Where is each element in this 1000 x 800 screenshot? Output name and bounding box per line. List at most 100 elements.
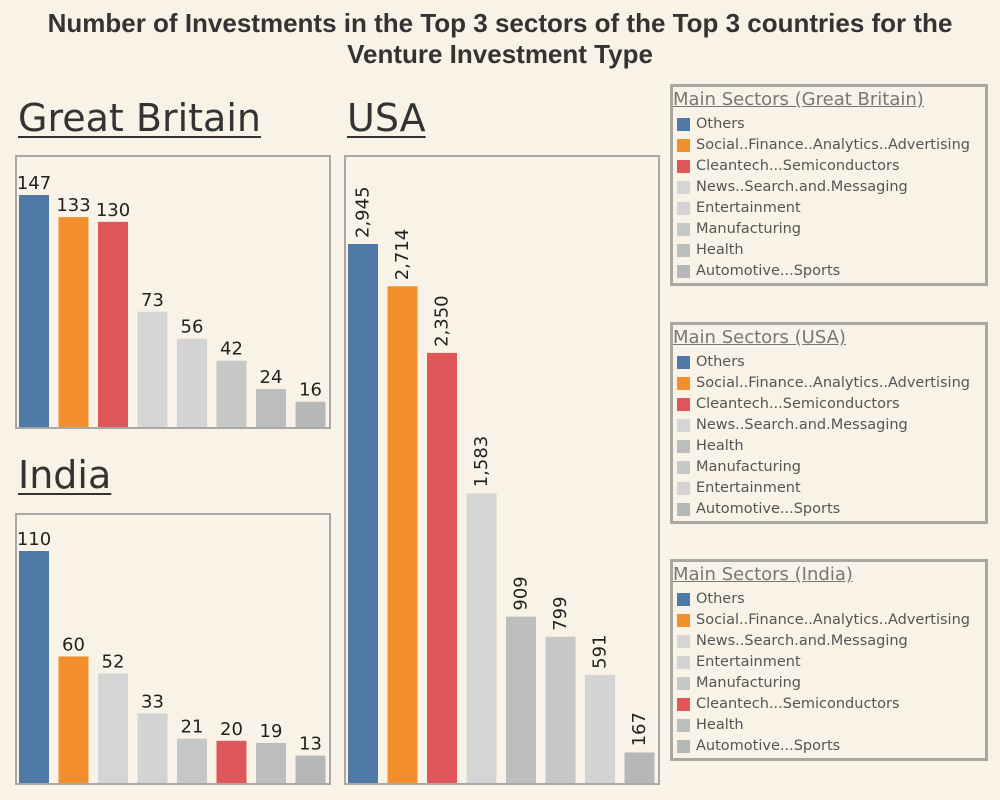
bar-india-automotive-sports[interactable] — [295, 755, 326, 783]
legend-item-automotive-sports[interactable]: Automotive...Sports — [673, 736, 985, 757]
legend-item-label: Others — [696, 116, 745, 132]
legend-item-label: Cleantech...Semiconductors — [696, 396, 900, 412]
legend-swatch — [677, 440, 690, 453]
chart-title-line-1: Number of Investments in the Top 3 secto… — [47, 8, 953, 38]
bar-india-health[interactable] — [256, 742, 286, 783]
legend-item-others[interactable]: Others — [673, 114, 985, 135]
bar-india-social-finance-analytics-advertising[interactable] — [58, 656, 89, 783]
legend-item-others[interactable]: Others — [673, 589, 985, 610]
bar-usa-health[interactable] — [506, 616, 536, 783]
bar-panel-india: 110 60 52 33 21 20 19 13 — [15, 513, 331, 785]
legend-item-label: Automotive...Sports — [696, 501, 841, 517]
bar-label-great-britain-automotive-sports: 16 — [299, 380, 322, 401]
legend-item-label: Automotive...Sports — [696, 738, 841, 754]
chart-title-line-2: Venture Investment Type — [347, 39, 653, 69]
legend-item-label: Others — [696, 354, 745, 370]
legend-item-cleantech-semiconductors[interactable]: Cleantech...Semiconductors — [673, 694, 985, 715]
legend-usa: Main Sectors (USA) Others Social..Finance… — [670, 322, 988, 524]
legend-item-automotive-sports[interactable]: Automotive...Sports — [673, 499, 985, 520]
legend-item-label: Social..Finance..Analytics..Advertising — [696, 137, 970, 153]
legend-item-label: Manufacturing — [696, 675, 801, 691]
legend-swatch — [677, 265, 690, 278]
legend-item-entertainment[interactable]: Entertainment — [673, 478, 985, 499]
bar-india-cleantech-semiconductors[interactable] — [216, 740, 247, 783]
legend-swatch — [677, 202, 690, 215]
legend-swatch — [677, 377, 690, 390]
bar-label-india-cleantech-semiconductors: 20 — [220, 719, 243, 740]
bar-chart-usa: 2,945 2,714 2,350 1,583 909 799 591 167 — [348, 186, 655, 783]
legend-swatch — [677, 356, 690, 369]
bar-usa-entertainment[interactable] — [585, 674, 615, 783]
legend-item-manufacturing[interactable]: Manufacturing — [673, 673, 985, 694]
bar-label-usa-others: 2,945 — [353, 186, 374, 238]
legend-items-great-britain: Others Social..Finance..Analytics..Advert… — [673, 114, 985, 282]
legend-item-cleantech-semiconductors[interactable]: Cleantech...Semiconductors — [673, 156, 985, 177]
legend-item-label: Health — [696, 242, 744, 258]
bar-usa-social-finance-analytics-advertising[interactable] — [387, 286, 418, 783]
legend-item-news-search-and-messaging[interactable]: News..Search.and.Messaging — [673, 177, 985, 198]
legend-item-social-finance-analytics-advertising[interactable]: Social..Finance..Analytics..Advertising — [673, 135, 985, 156]
bar-label-usa-entertainment: 591 — [590, 634, 611, 668]
bar-usa-others[interactable] — [348, 244, 378, 783]
legend-item-entertainment[interactable]: Entertainment — [673, 198, 985, 219]
legend-item-news-search-and-messaging[interactable]: News..Search.and.Messaging — [673, 631, 985, 652]
legend-item-health[interactable]: Health — [673, 715, 985, 736]
legend-item-label: News..Search.and.Messaging — [696, 417, 908, 433]
bar-label-usa-manufacturing: 799 — [550, 596, 571, 630]
bar-label-usa-cleantech-semiconductors: 2,350 — [432, 295, 453, 347]
bar-label-usa-news-search-and-messaging: 1,583 — [471, 436, 492, 488]
bar-india-news-search-and-messaging[interactable] — [98, 673, 128, 783]
legend-item-label: Cleantech...Semiconductors — [696, 158, 900, 174]
bar-label-india-entertainment: 33 — [141, 691, 164, 712]
legend-title-india: Main Sectors (India) — [673, 564, 853, 585]
legend-swatch — [677, 635, 690, 648]
legend-swatch — [677, 656, 690, 669]
legend-swatch — [677, 593, 690, 606]
legend-item-social-finance-analytics-advertising[interactable]: Social..Finance..Analytics..Advertising — [673, 610, 985, 631]
legend-item-health[interactable]: Health — [673, 436, 985, 457]
bar-usa-cleantech-semiconductors[interactable] — [427, 352, 457, 783]
bar-label-india-manufacturing: 21 — [181, 717, 204, 738]
bar-label-usa-social-finance-analytics-advertising: 2,714 — [392, 229, 413, 281]
bar-label-india-social-finance-analytics-advertising: 60 — [62, 634, 85, 655]
legend-item-entertainment[interactable]: Entertainment — [673, 652, 985, 673]
bar-great-britain-cleantech-semiconductors[interactable] — [98, 221, 128, 427]
bar-india-others[interactable] — [19, 551, 49, 783]
legend-swatch — [677, 398, 690, 411]
legend-swatch — [677, 719, 690, 732]
legend-item-label: Entertainment — [696, 480, 801, 496]
legend-swatch — [677, 740, 690, 753]
bar-great-britain-social-finance-analytics-advertising[interactable] — [58, 217, 89, 427]
legend-item-label: Social..Finance..Analytics..Advertising — [696, 612, 970, 628]
legend-title-usa: Main Sectors (USA) — [673, 327, 846, 348]
bar-label-great-britain-health: 24 — [260, 367, 283, 388]
bar-great-britain-entertainment[interactable] — [177, 338, 207, 427]
legend-item-label: Social..Finance..Analytics..Advertising — [696, 375, 970, 391]
bar-great-britain-others[interactable] — [19, 195, 49, 427]
legend-item-others[interactable]: Others — [673, 352, 985, 373]
legend-item-cleantech-semiconductors[interactable]: Cleantech...Semiconductors — [673, 394, 985, 415]
legend-item-social-finance-analytics-advertising[interactable]: Social..Finance..Analytics..Advertising — [673, 373, 985, 394]
bar-label-great-britain-social-finance-analytics-advertising: 133 — [56, 195, 90, 216]
bar-usa-news-search-and-messaging[interactable] — [466, 493, 497, 783]
legend-swatch — [677, 461, 690, 474]
bar-usa-automotive-sports[interactable] — [624, 752, 655, 783]
bar-great-britain-news-search-and-messaging[interactable] — [137, 311, 168, 427]
bar-great-britain-automotive-sports[interactable] — [295, 401, 326, 427]
bar-great-britain-health[interactable] — [256, 389, 286, 427]
legend-item-automotive-sports[interactable]: Automotive...Sports — [673, 261, 985, 282]
legend-item-news-search-and-messaging[interactable]: News..Search.and.Messaging — [673, 415, 985, 436]
legend-item-health[interactable]: Health — [673, 240, 985, 261]
bar-usa-manufacturing[interactable] — [545, 636, 576, 783]
legend-item-manufacturing[interactable]: Manufacturing — [673, 457, 985, 478]
bar-label-usa-automotive-sports: 167 — [629, 712, 650, 746]
bar-label-great-britain-others: 147 — [17, 173, 51, 194]
bar-great-britain-manufacturing[interactable] — [216, 360, 247, 427]
bar-india-manufacturing[interactable] — [177, 738, 207, 783]
legend-item-label: Entertainment — [696, 200, 801, 216]
legend-item-label: Others — [696, 591, 745, 607]
country-title-usa: USA — [347, 96, 426, 140]
legend-item-manufacturing[interactable]: Manufacturing — [673, 219, 985, 240]
bar-label-india-others: 110 — [17, 529, 51, 550]
bar-india-entertainment[interactable] — [137, 713, 168, 783]
